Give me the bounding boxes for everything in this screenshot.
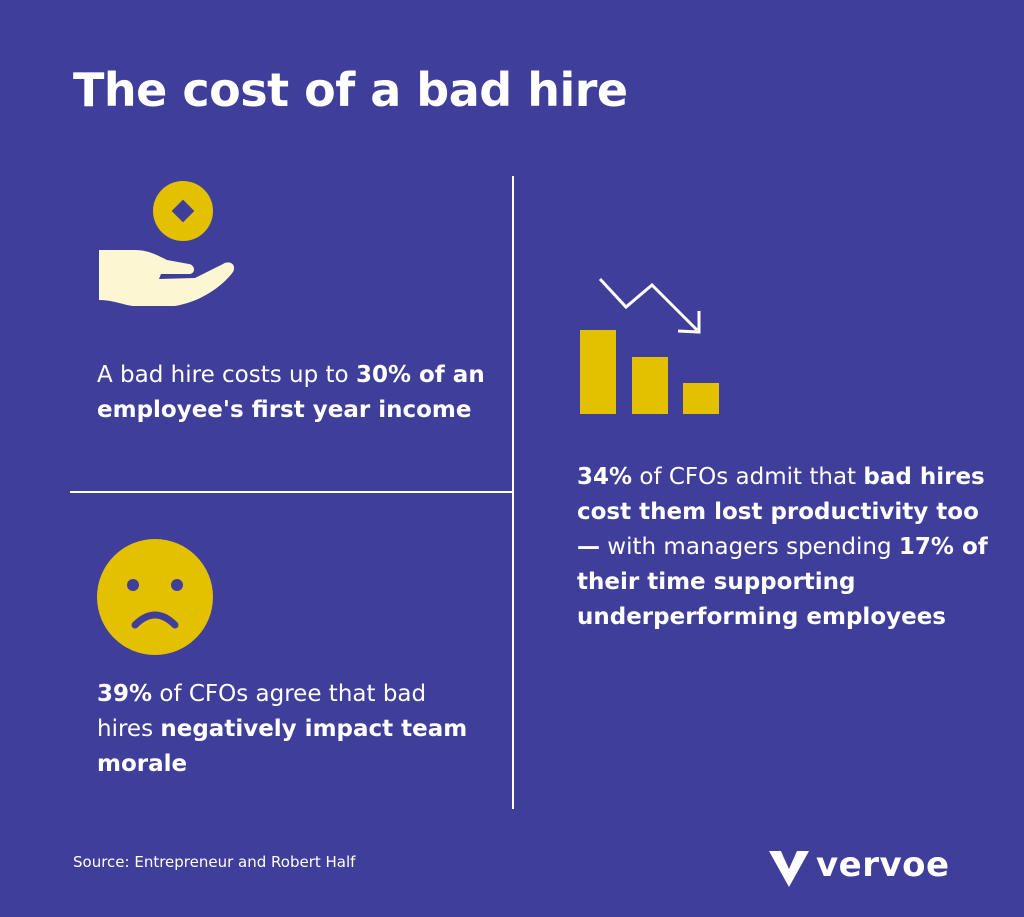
brand-name: vervoe bbox=[816, 845, 950, 885]
stat-text-segment: 34% bbox=[577, 464, 633, 490]
stat-text-segment: of CFOs admit that bbox=[632, 464, 864, 490]
vertical-divider bbox=[512, 176, 514, 809]
horizontal-divider bbox=[70, 491, 513, 493]
stat-text-segment: bad hires cost them lost productivity to… bbox=[577, 464, 985, 560]
page-title: The cost of a bad hire bbox=[73, 63, 628, 117]
stat-bad-hire-cost: A bad hire costs up to 30% of an employe… bbox=[97, 358, 487, 428]
sad-face-icon bbox=[97, 539, 213, 655]
stat-lost-productivity: 34% of CFOs admit that bad hires cost th… bbox=[577, 460, 997, 635]
source-citation: Source: Entrepreneur and Robert Half bbox=[73, 853, 356, 871]
stat-text-segment: 30% of an employee's first year income bbox=[97, 362, 485, 423]
vervoe-logo: vervoe bbox=[769, 845, 959, 887]
stat-text-segment: with managers spending bbox=[600, 534, 899, 560]
stat-text-segment: A bad hire costs up to bbox=[97, 362, 356, 388]
stat-text-segment: 17% of their time supporting underperfor… bbox=[577, 534, 988, 630]
stat-text-segment: negatively impact team morale bbox=[97, 716, 468, 777]
stat-team-morale: 39% of CFOs agree that bad hires negativ… bbox=[97, 677, 487, 782]
declining-bar-chart-icon bbox=[580, 277, 719, 414]
stat-text-segment: of CFOs agree that bad hires bbox=[97, 681, 427, 742]
stat-text-segment: 39% bbox=[97, 681, 153, 707]
hand-coin-icon bbox=[99, 181, 235, 306]
vervoe-logo-icon bbox=[769, 851, 809, 887]
